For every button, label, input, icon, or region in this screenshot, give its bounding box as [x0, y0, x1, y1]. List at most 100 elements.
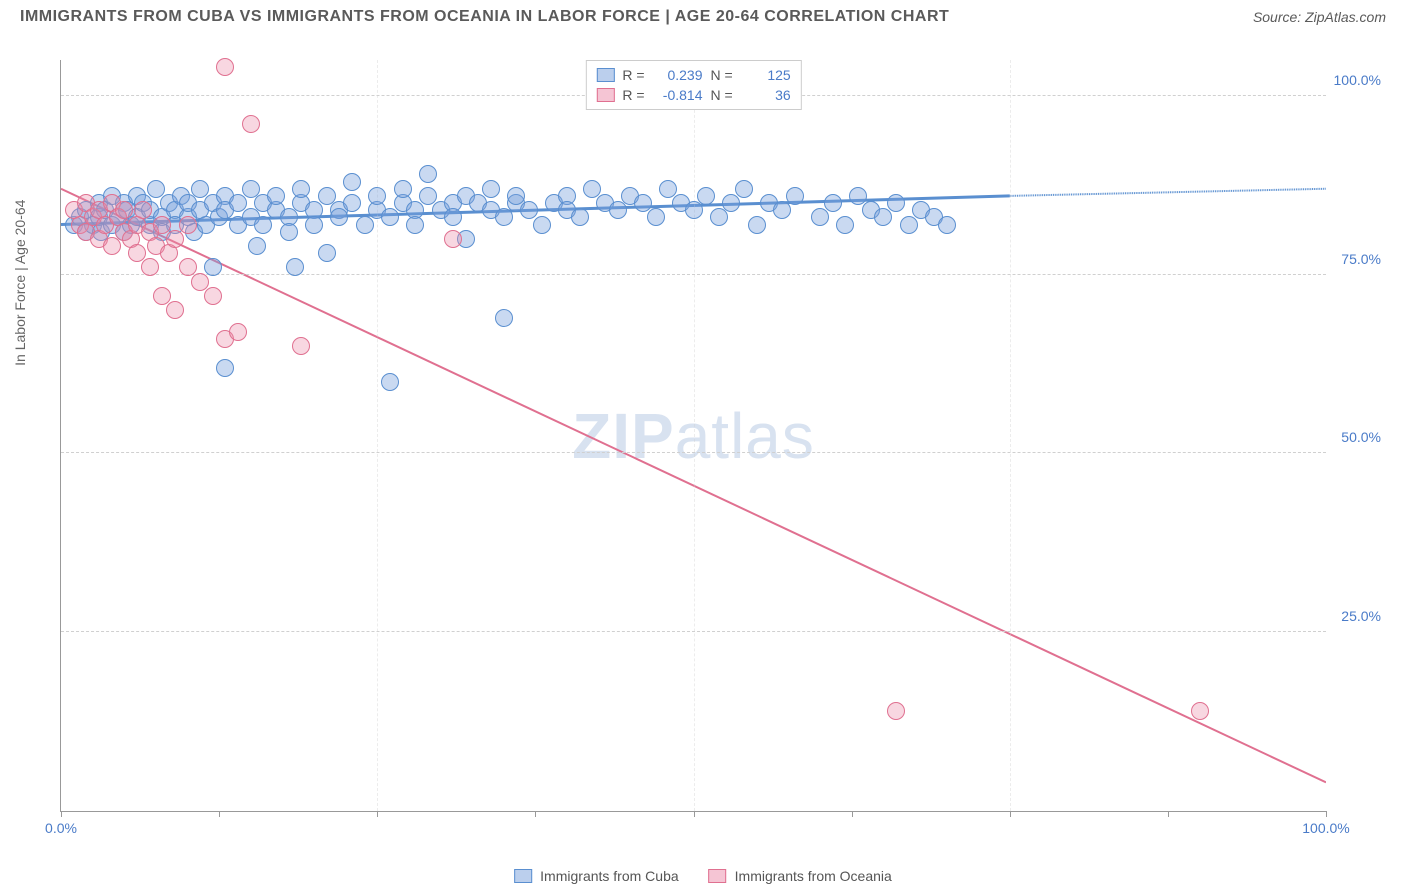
data-point	[482, 180, 500, 198]
data-point	[134, 201, 152, 219]
data-point	[254, 216, 272, 234]
data-point	[204, 258, 222, 276]
legend-swatch	[596, 68, 614, 82]
data-point	[444, 208, 462, 226]
data-point	[166, 301, 184, 319]
x-tick	[852, 811, 853, 817]
data-point	[242, 115, 260, 133]
n-label: N =	[711, 87, 733, 103]
data-point	[248, 237, 266, 255]
data-point	[444, 230, 462, 248]
x-tick	[694, 811, 695, 817]
data-point	[179, 216, 197, 234]
x-tick	[219, 811, 220, 817]
data-point	[229, 323, 247, 341]
gridline-v	[377, 60, 378, 811]
data-point	[786, 187, 804, 205]
data-point	[330, 208, 348, 226]
n-value: 36	[741, 87, 791, 103]
data-point	[166, 230, 184, 248]
data-point	[356, 216, 374, 234]
data-point	[495, 208, 513, 226]
data-point	[836, 216, 854, 234]
data-point	[748, 216, 766, 234]
data-point	[495, 309, 513, 327]
data-point	[103, 237, 121, 255]
data-point	[216, 58, 234, 76]
legend-series: Immigrants from Cuba Immigrants from Ocea…	[514, 868, 892, 884]
source-label: Source: ZipAtlas.com	[1253, 9, 1386, 25]
legend-swatch	[514, 869, 532, 883]
y-axis-label: In Labor Force | Age 20-64	[12, 200, 28, 366]
r-label: R =	[622, 87, 644, 103]
legend-correlation: R = 0.239 N = 125 R = -0.814 N = 36	[585, 60, 801, 110]
data-point	[292, 337, 310, 355]
y-tick-label: 75.0%	[1341, 251, 1381, 267]
data-point	[343, 173, 361, 191]
legend-item: Immigrants from Oceania	[709, 868, 892, 884]
gridline-v	[694, 60, 695, 811]
data-point	[938, 216, 956, 234]
legend-swatch	[596, 88, 614, 102]
data-point	[697, 187, 715, 205]
x-tick	[1326, 811, 1327, 817]
legend-label: Immigrants from Oceania	[735, 868, 892, 884]
data-point	[824, 194, 842, 212]
data-point	[381, 373, 399, 391]
data-point	[394, 180, 412, 198]
x-tick	[535, 811, 536, 817]
legend-stat-row: R = -0.814 N = 36	[596, 85, 790, 105]
x-tick-label: 0.0%	[45, 820, 77, 836]
data-point	[874, 208, 892, 226]
data-point	[811, 208, 829, 226]
data-point	[141, 258, 159, 276]
legend-swatch	[709, 869, 727, 883]
data-point	[267, 187, 285, 205]
y-tick-label: 100.0%	[1334, 72, 1381, 88]
data-point	[343, 194, 361, 212]
y-tick-label: 25.0%	[1341, 608, 1381, 624]
data-point	[280, 223, 298, 241]
x-tick	[377, 811, 378, 817]
data-point	[419, 165, 437, 183]
data-point	[318, 244, 336, 262]
x-tick	[61, 811, 62, 817]
data-point	[305, 216, 323, 234]
legend-item: Immigrants from Cuba	[514, 868, 678, 884]
data-point	[685, 201, 703, 219]
data-point	[381, 208, 399, 226]
data-point	[533, 216, 551, 234]
data-point	[722, 194, 740, 212]
data-point	[292, 180, 310, 198]
legend-label: Immigrants from Cuba	[540, 868, 678, 884]
gridline-v	[1010, 60, 1011, 811]
r-label: R =	[622, 67, 644, 83]
n-value: 125	[741, 67, 791, 83]
data-point	[887, 702, 905, 720]
data-point	[406, 216, 424, 234]
r-value: -0.814	[653, 87, 703, 103]
data-point	[887, 194, 905, 212]
data-point	[647, 208, 665, 226]
x-tick	[1010, 811, 1011, 817]
x-tick-label: 100.0%	[1302, 820, 1349, 836]
chart-container: ZIPatlas R = 0.239 N = 125 R = -0.814 N …	[60, 40, 1386, 842]
plot-area: ZIPatlas R = 0.239 N = 125 R = -0.814 N …	[60, 60, 1326, 812]
data-point	[900, 216, 918, 234]
n-label: N =	[711, 67, 733, 83]
data-point	[286, 258, 304, 276]
data-point	[735, 180, 753, 198]
chart-title: IMMIGRANTS FROM CUBA VS IMMIGRANTS FROM …	[20, 8, 949, 26]
data-point	[216, 359, 234, 377]
data-point	[571, 208, 589, 226]
legend-stat-row: R = 0.239 N = 125	[596, 65, 790, 85]
data-point	[710, 208, 728, 226]
r-value: 0.239	[653, 67, 703, 83]
y-tick-label: 50.0%	[1341, 429, 1381, 445]
data-point	[204, 287, 222, 305]
data-point	[773, 201, 791, 219]
data-point	[368, 187, 386, 205]
x-tick	[1168, 811, 1169, 817]
data-point	[609, 201, 627, 219]
data-point	[1191, 702, 1209, 720]
